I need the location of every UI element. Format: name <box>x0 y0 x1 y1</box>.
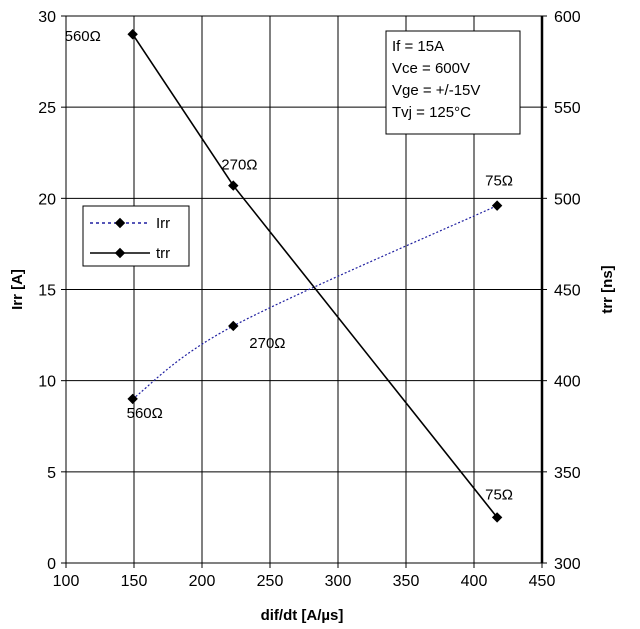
series-layer <box>127 29 503 523</box>
legend-box <box>82 205 190 267</box>
info-line: Tvj = 125°C <box>392 104 471 121</box>
y2-tick-label: 300 <box>554 556 581 573</box>
point-labels: 560Ω 270Ω 75Ω 560Ω 270Ω 75Ω <box>65 28 513 503</box>
y2-tick-label: 600 <box>554 9 581 26</box>
y2-tick-label: 500 <box>554 191 581 208</box>
y-tick-label: 15 <box>38 283 56 300</box>
point-label: 560Ω <box>65 28 101 45</box>
x-tick-label: 300 <box>325 573 352 590</box>
point-label: 270Ω <box>221 157 257 174</box>
data-point <box>228 320 239 332</box>
x-tick-label: 400 <box>461 573 488 590</box>
point-label: 75Ω <box>485 486 513 503</box>
info-line: If = 15A <box>392 38 444 55</box>
legend-label-trr: trr <box>156 245 170 262</box>
info-box: If = 15A Vce = 600V Vge = +/-15V Tvj = 125°… <box>385 30 521 135</box>
data-point <box>127 393 138 405</box>
legend-label-irr: Irr <box>156 215 170 232</box>
y2-tick-label: 400 <box>554 374 581 391</box>
y2-tick-label: 450 <box>554 283 581 300</box>
x-tick-label: 200 <box>189 573 216 590</box>
x-tick-label: 450 <box>529 573 556 590</box>
y2-axis-label: trr [ns] <box>599 265 616 313</box>
y-tick-label: 30 <box>38 9 56 26</box>
series-line-irr <box>132 205 498 400</box>
legend: Irr trr <box>82 205 190 267</box>
x-tick-label: 250 <box>257 573 284 590</box>
y-tick-label: 10 <box>38 374 56 391</box>
x-axis-label: dif/dt [A/µs] <box>261 607 344 624</box>
data-point <box>127 29 138 40</box>
point-label: 560Ω <box>127 405 163 422</box>
y-tick-label: 20 <box>38 191 56 208</box>
data-point <box>114 247 126 259</box>
data-point <box>491 200 503 211</box>
y2-tick-label: 350 <box>554 465 581 482</box>
y-tick-label: 5 <box>47 465 56 482</box>
point-label: 270Ω <box>249 335 285 352</box>
x-tick-label: 350 <box>393 573 420 590</box>
x-tick-label: 100 <box>53 573 80 590</box>
data-point <box>228 180 239 191</box>
y-axis-label: Irr [A] <box>9 269 26 310</box>
info-line: Vce = 600V <box>392 60 470 77</box>
y-tick-label: 0 <box>47 556 56 573</box>
point-label: 75Ω <box>485 173 513 190</box>
data-point <box>114 217 126 229</box>
tick-labels: 100 150 200 250 300 350 400 450 0 5 10 15 20 25 30 300 3… <box>38 9 581 590</box>
y-tick-label: 25 <box>38 100 56 117</box>
info-box-border <box>385 30 521 135</box>
y2-tick-label: 550 <box>554 100 581 117</box>
x-tick-label: 150 <box>121 573 148 590</box>
data-point <box>491 512 503 523</box>
info-line: Vge = +/-15V <box>392 82 480 99</box>
